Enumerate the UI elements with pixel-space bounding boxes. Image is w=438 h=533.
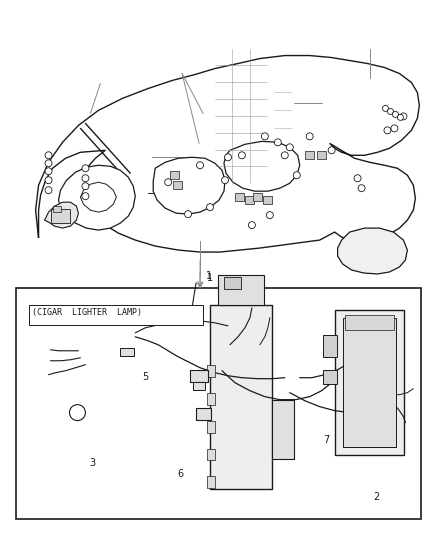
Circle shape [45, 168, 52, 175]
Bar [224, 277, 241, 289]
Circle shape [207, 204, 213, 211]
Text: 2: 2 [374, 492, 380, 503]
Circle shape [238, 152, 245, 159]
Text: 1: 1 [206, 271, 212, 281]
Bar [235, 193, 244, 201]
Bar [245, 196, 254, 204]
Circle shape [82, 193, 89, 200]
Bar [317, 151, 326, 159]
Polygon shape [45, 202, 78, 228]
Polygon shape [335, 310, 404, 455]
Polygon shape [343, 318, 396, 447]
Bar [323, 335, 337, 357]
Circle shape [392, 111, 399, 117]
Circle shape [286, 144, 293, 151]
Text: 6: 6 [177, 470, 183, 480]
Circle shape [82, 165, 89, 172]
Circle shape [261, 133, 268, 140]
Bar [120, 348, 134, 356]
Circle shape [82, 175, 89, 182]
Circle shape [45, 152, 52, 159]
Bar [207, 393, 215, 405]
Text: 3: 3 [89, 457, 95, 467]
Bar [50, 209, 71, 223]
Circle shape [384, 127, 391, 134]
Bar [193, 382, 205, 390]
Polygon shape [59, 165, 135, 230]
Bar [207, 449, 215, 461]
Bar [263, 196, 272, 204]
Bar [196, 408, 211, 419]
Bar [170, 171, 179, 179]
Bar [173, 181, 182, 189]
Circle shape [45, 160, 52, 167]
Circle shape [293, 172, 300, 179]
Circle shape [225, 154, 231, 161]
Circle shape [165, 179, 172, 185]
Bar [345, 315, 395, 330]
Circle shape [354, 175, 361, 182]
Circle shape [45, 177, 52, 184]
Circle shape [184, 211, 191, 217]
Circle shape [328, 147, 335, 154]
Circle shape [70, 405, 85, 421]
Polygon shape [16, 288, 421, 519]
Bar [53, 206, 60, 212]
Circle shape [248, 222, 255, 229]
Bar [207, 365, 215, 377]
Circle shape [82, 183, 89, 190]
Circle shape [197, 162, 204, 169]
Polygon shape [210, 305, 272, 489]
Circle shape [358, 185, 365, 192]
Bar [207, 421, 215, 433]
Polygon shape [81, 182, 117, 212]
Circle shape [274, 139, 281, 146]
Bar [190, 370, 208, 382]
Text: (CIGAR  LIGHTER  LAMP): (CIGAR LIGHTER LAMP) [32, 308, 141, 317]
Circle shape [388, 108, 393, 115]
Circle shape [222, 177, 229, 184]
Polygon shape [218, 275, 264, 305]
Polygon shape [28, 305, 203, 325]
Bar [323, 370, 337, 384]
Circle shape [391, 125, 398, 132]
Polygon shape [35, 55, 419, 252]
Bar [207, 477, 215, 488]
Text: 5: 5 [142, 372, 148, 382]
Text: 1: 1 [207, 273, 213, 283]
Circle shape [266, 212, 273, 219]
Polygon shape [153, 157, 225, 214]
Circle shape [400, 113, 407, 120]
Polygon shape [338, 228, 407, 274]
Circle shape [281, 152, 288, 159]
Bar [305, 151, 314, 159]
Polygon shape [224, 141, 300, 191]
Circle shape [397, 115, 403, 120]
Circle shape [306, 133, 313, 140]
Circle shape [382, 106, 389, 111]
Polygon shape [272, 400, 294, 459]
Circle shape [45, 187, 52, 193]
Bar [253, 193, 262, 201]
Text: 7: 7 [324, 434, 330, 445]
